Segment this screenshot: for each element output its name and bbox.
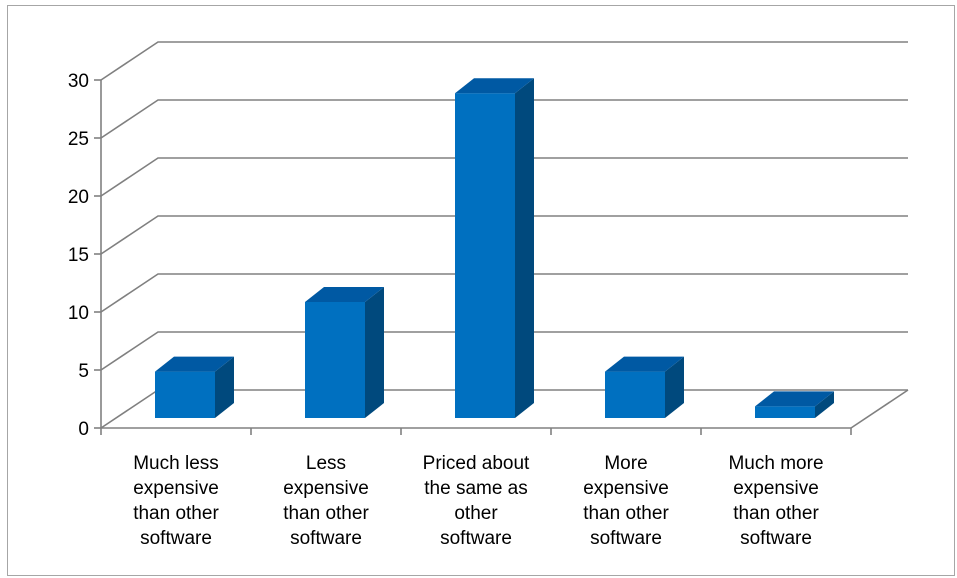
y-tick-label: 15 [68,245,89,266]
x-category-label: More expensive than other software [583,453,669,549]
axes [94,79,909,435]
bar-front [155,371,215,418]
bar [755,391,834,418]
x-category-label-line: than other [733,503,819,524]
bar [155,356,234,418]
x-category-label: Less expensive than other software [283,453,369,549]
x-category-label-line: Priced about [423,453,530,474]
x-category-label-line: Much more [728,453,823,474]
bars [155,78,834,418]
x-category-label-line: the same as [424,478,528,499]
bar [605,356,684,418]
bar-top [455,78,534,94]
x-category-label: Much more expensive than other software [728,453,823,549]
bar-top [605,356,684,372]
x-category-label-line: than other [583,503,669,524]
x-category-label-line: than other [133,503,219,524]
x-category-label-line: software [440,528,512,549]
x-category-label: Priced about the same as other software [423,453,530,549]
bar-front [455,93,515,418]
x-category-label-line: Much less [133,453,219,474]
bar [305,287,384,418]
bar-top [305,287,384,302]
y-tick-label: 10 [68,303,89,324]
y-tick-label: 30 [68,71,89,92]
floor-edge [850,389,909,429]
bar-chart: 0 5 10 15 20 25 30 Much less expensive than othe… [68,41,909,549]
y-tick-label: 20 [68,187,89,208]
x-category-label-line: other [454,503,498,524]
x-category-label-line: software [290,528,362,549]
y-tick-label: 5 [78,361,89,382]
bar-side [815,391,834,418]
x-category-label-line: software [140,528,212,549]
bar-front [755,406,815,418]
x-category-label-line: More [604,453,647,474]
bar-side [665,356,684,418]
gridline [100,157,908,197]
gridlines [100,41,908,429]
x-axis-category-labels: Much less expensive than other softwareLess… [133,453,823,549]
y-tick-label: 0 [78,419,89,440]
y-axis-tick-labels: 0 5 10 15 20 25 30 [68,71,89,440]
bar-side [515,78,534,418]
gridline [100,331,908,371]
x-category-label-line: expensive [133,478,219,499]
chart-frame: 0 5 10 15 20 25 30 Much less expensive than othe… [7,5,955,576]
gridline [100,99,908,139]
bar [455,78,534,418]
x-category-label-line: software [590,528,662,549]
bar-top [155,356,234,372]
bar-side [215,356,234,418]
x-category-label-line: software [740,528,812,549]
gridline [100,41,908,81]
x-category-label-line: expensive [733,478,819,499]
bar-top [755,391,834,407]
y-tick-label: 25 [68,129,89,150]
x-category-label-line: Less [306,453,346,474]
bar-front [305,302,365,418]
x-category-label: Much less expensive than other software [133,453,219,549]
x-category-label-line: than other [283,503,369,524]
x-category-label-line: expensive [583,478,669,499]
gridline [100,273,908,313]
bar-front [605,371,665,418]
gridline [100,215,908,255]
bar-side [365,287,384,418]
x-category-label-line: expensive [283,478,369,499]
